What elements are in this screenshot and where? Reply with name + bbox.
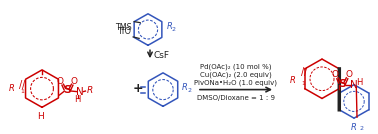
Text: DMSO/Dioxane = 1 : 9: DMSO/Dioxane = 1 : 9 <box>197 95 275 101</box>
Text: 1: 1 <box>20 89 24 94</box>
Text: H: H <box>37 112 43 121</box>
Text: /: / <box>301 67 305 77</box>
Text: S: S <box>64 85 71 95</box>
Text: O: O <box>346 70 353 79</box>
Text: R: R <box>167 22 173 31</box>
Text: /: / <box>304 67 308 77</box>
Text: O: O <box>57 77 64 86</box>
Text: R: R <box>182 83 188 92</box>
Text: /: / <box>19 80 23 90</box>
Text: 2: 2 <box>359 126 363 131</box>
Text: /: / <box>22 80 26 90</box>
Text: S: S <box>338 79 346 89</box>
Text: R: R <box>9 84 15 93</box>
Text: TfO: TfO <box>117 27 131 36</box>
Text: +: + <box>133 82 143 95</box>
Text: R: R <box>290 76 296 85</box>
Text: R: R <box>86 86 93 95</box>
Text: H: H <box>74 95 81 104</box>
Text: 2: 2 <box>187 88 191 93</box>
Text: R: R <box>351 123 357 132</box>
Text: 1: 1 <box>301 81 305 86</box>
Text: N: N <box>76 87 83 97</box>
Text: O: O <box>71 77 78 86</box>
Text: TMS: TMS <box>115 23 132 32</box>
Text: H: H <box>356 78 363 87</box>
Text: CsF: CsF <box>154 51 170 60</box>
Text: Pd(OAc)₂ (10 mol %): Pd(OAc)₂ (10 mol %) <box>200 64 272 70</box>
Text: 2: 2 <box>172 27 176 32</box>
Text: Cu(OAc)₂ (2.0 equiv): Cu(OAc)₂ (2.0 equiv) <box>200 72 272 78</box>
Text: N: N <box>350 80 358 90</box>
Text: PivONa•H₂O (1.0 equiv): PivONa•H₂O (1.0 equiv) <box>195 79 277 86</box>
Text: O: O <box>332 70 339 79</box>
